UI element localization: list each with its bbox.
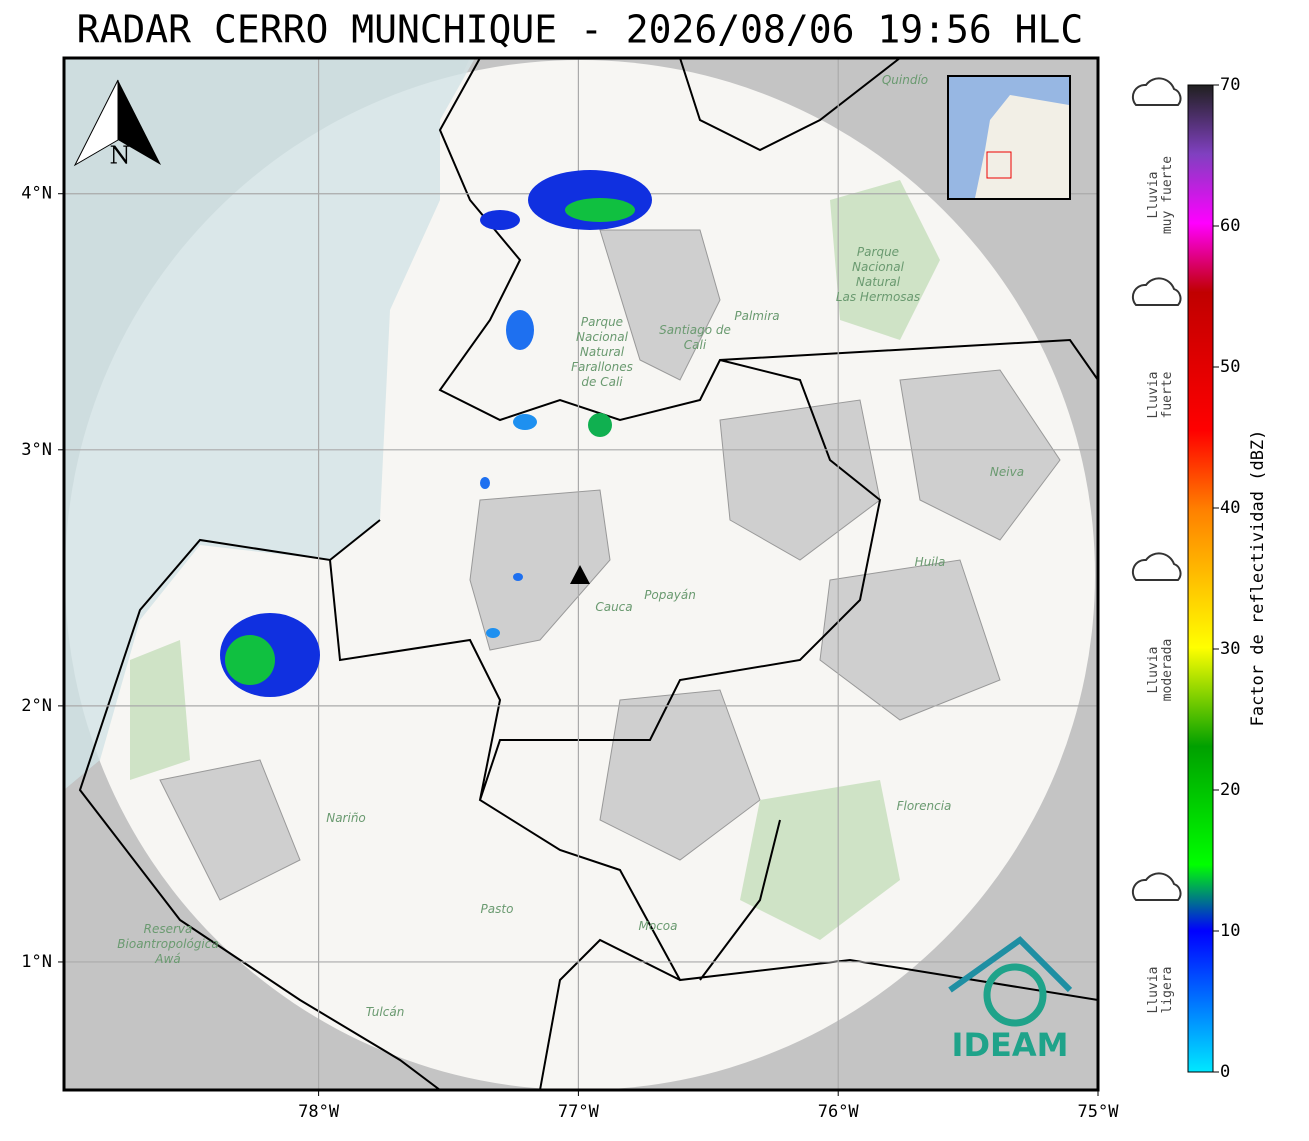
- place-line: Nacional: [576, 330, 629, 344]
- place-line: Palmira: [734, 309, 779, 323]
- place-line: Popayán: [644, 588, 696, 602]
- graticule: [64, 58, 1098, 1090]
- colorbar-tick-label: 70: [1220, 75, 1240, 95]
- place-line: Tulcán: [366, 1005, 405, 1019]
- place-label: Palmira: [734, 309, 779, 323]
- place-line: Awá: [154, 952, 180, 966]
- x-tick-label: 75°W: [1078, 1102, 1120, 1122]
- place-label: Cauca: [595, 600, 632, 614]
- radar-site: [570, 565, 590, 584]
- place-label: Mocoa: [639, 919, 678, 933]
- place-line: Las Hermosas: [836, 290, 920, 304]
- rain-label: Lluviamuy fuerte: [1146, 156, 1175, 234]
- colorbar-tick-label: 0: [1220, 1062, 1230, 1082]
- cloud-icon: [1131, 872, 1182, 901]
- y-tick-label: 3°N: [21, 440, 52, 460]
- colorbar: [1187, 84, 1214, 1073]
- place-line: Mocoa: [639, 919, 678, 933]
- colorbar-tick-label: 50: [1220, 357, 1240, 377]
- cloud-icon: [1131, 552, 1182, 581]
- place-line: Quindío: [882, 73, 928, 87]
- y-tick-label: 1°N: [21, 952, 52, 972]
- place-line: Nariño: [326, 811, 366, 825]
- north-arrow-right: [118, 80, 161, 165]
- colorbar-label: Factor de reflectividad (dBZ): [1248, 430, 1268, 727]
- rain-label-line: Lluvia: [1146, 172, 1161, 219]
- parks: [130, 180, 940, 940]
- regions: [159, 229, 1061, 901]
- radar-echoes: [220, 170, 652, 697]
- rain-label-line: Lluvia: [1146, 647, 1161, 694]
- rain-label-line: ligera: [1160, 967, 1175, 1014]
- north-label: N: [110, 142, 131, 170]
- place-label: Nariño: [326, 811, 366, 825]
- x-tick-label: 76°W: [818, 1102, 860, 1122]
- cloud-icon: [1131, 77, 1182, 106]
- map-frame: [62, 56, 1100, 1092]
- place-label: Parque Nacional Natural Farallones de Cali: [571, 315, 633, 389]
- place-line: de Cali: [581, 375, 623, 389]
- place-line: Neiva: [990, 465, 1024, 479]
- place-line: Cali: [684, 338, 707, 352]
- place-line: Florencia: [897, 799, 952, 813]
- place-line: Farallones: [571, 360, 633, 374]
- rain-legend: Lluviamuy fuerteLluviafuerteLluviamodera…: [1131, 77, 1182, 1014]
- place-line: Parque: [581, 315, 623, 329]
- rain-label-line: fuerte: [1160, 371, 1175, 418]
- place-line: Santiago de: [659, 323, 731, 337]
- borders: [78, 58, 1098, 1090]
- place-label: Florencia: [897, 799, 952, 813]
- rain-label-line: Lluvia: [1146, 372, 1161, 419]
- sea: [64, 58, 475, 790]
- place-line: Cauca: [595, 600, 632, 614]
- place-label: Reserva Bioantropológica Awá: [117, 922, 218, 966]
- place-line: Bioantropológica: [117, 937, 218, 951]
- place-label: Parque Nacional Natural Las Hermosas: [836, 245, 920, 304]
- rain-label-line: muy fuerte: [1160, 156, 1175, 234]
- cloud-icon: [1131, 277, 1182, 306]
- rain-label: Lluviafuerte: [1146, 371, 1175, 418]
- inset-map: [947, 75, 1071, 200]
- rain-label-line: moderada: [1160, 639, 1175, 702]
- place-label: Neiva: [990, 465, 1024, 479]
- place-line: Natural: [856, 275, 901, 289]
- place-line: Huila: [915, 555, 946, 569]
- place-label: Popayán: [644, 588, 696, 602]
- place-label: Huila: [915, 555, 946, 569]
- y-tick-label: 2°N: [21, 696, 52, 716]
- colorbar-tick-label: 40: [1220, 498, 1240, 518]
- place-label: Santiago de Cali: [659, 323, 731, 352]
- place-label: Pasto: [481, 902, 514, 916]
- logo-text: IDEAM: [952, 1026, 1069, 1064]
- place-line: Pasto: [481, 902, 514, 916]
- rain-label: Lluvialigera: [1146, 967, 1175, 1014]
- place-line: Reserva: [144, 922, 193, 936]
- x-tick-label: 78°W: [298, 1102, 340, 1122]
- rain-label: Lluviamoderada: [1146, 639, 1175, 702]
- rain-label-line: Lluvia: [1146, 967, 1161, 1014]
- y-tick-label: 4°N: [21, 184, 52, 204]
- place-line: Parque: [857, 245, 899, 259]
- place-line: Nacional: [852, 260, 905, 274]
- colorbar-tick-label: 60: [1220, 216, 1240, 236]
- place-label: Quindío: [882, 73, 928, 87]
- colorbar-tick-label: 10: [1220, 921, 1240, 941]
- x-tick-label: 77°W: [558, 1102, 600, 1122]
- colorbar-tick-label: 20: [1220, 780, 1240, 800]
- place-label: Tulcán: [366, 1005, 405, 1019]
- title: RADAR CERRO MUNCHIQUE - 2026/08/06 19:56…: [77, 8, 1084, 52]
- colorbar-tick-label: 30: [1220, 639, 1240, 659]
- place-line: Natural: [580, 345, 625, 359]
- ideam-logo: IDEAM: [948, 936, 1073, 1064]
